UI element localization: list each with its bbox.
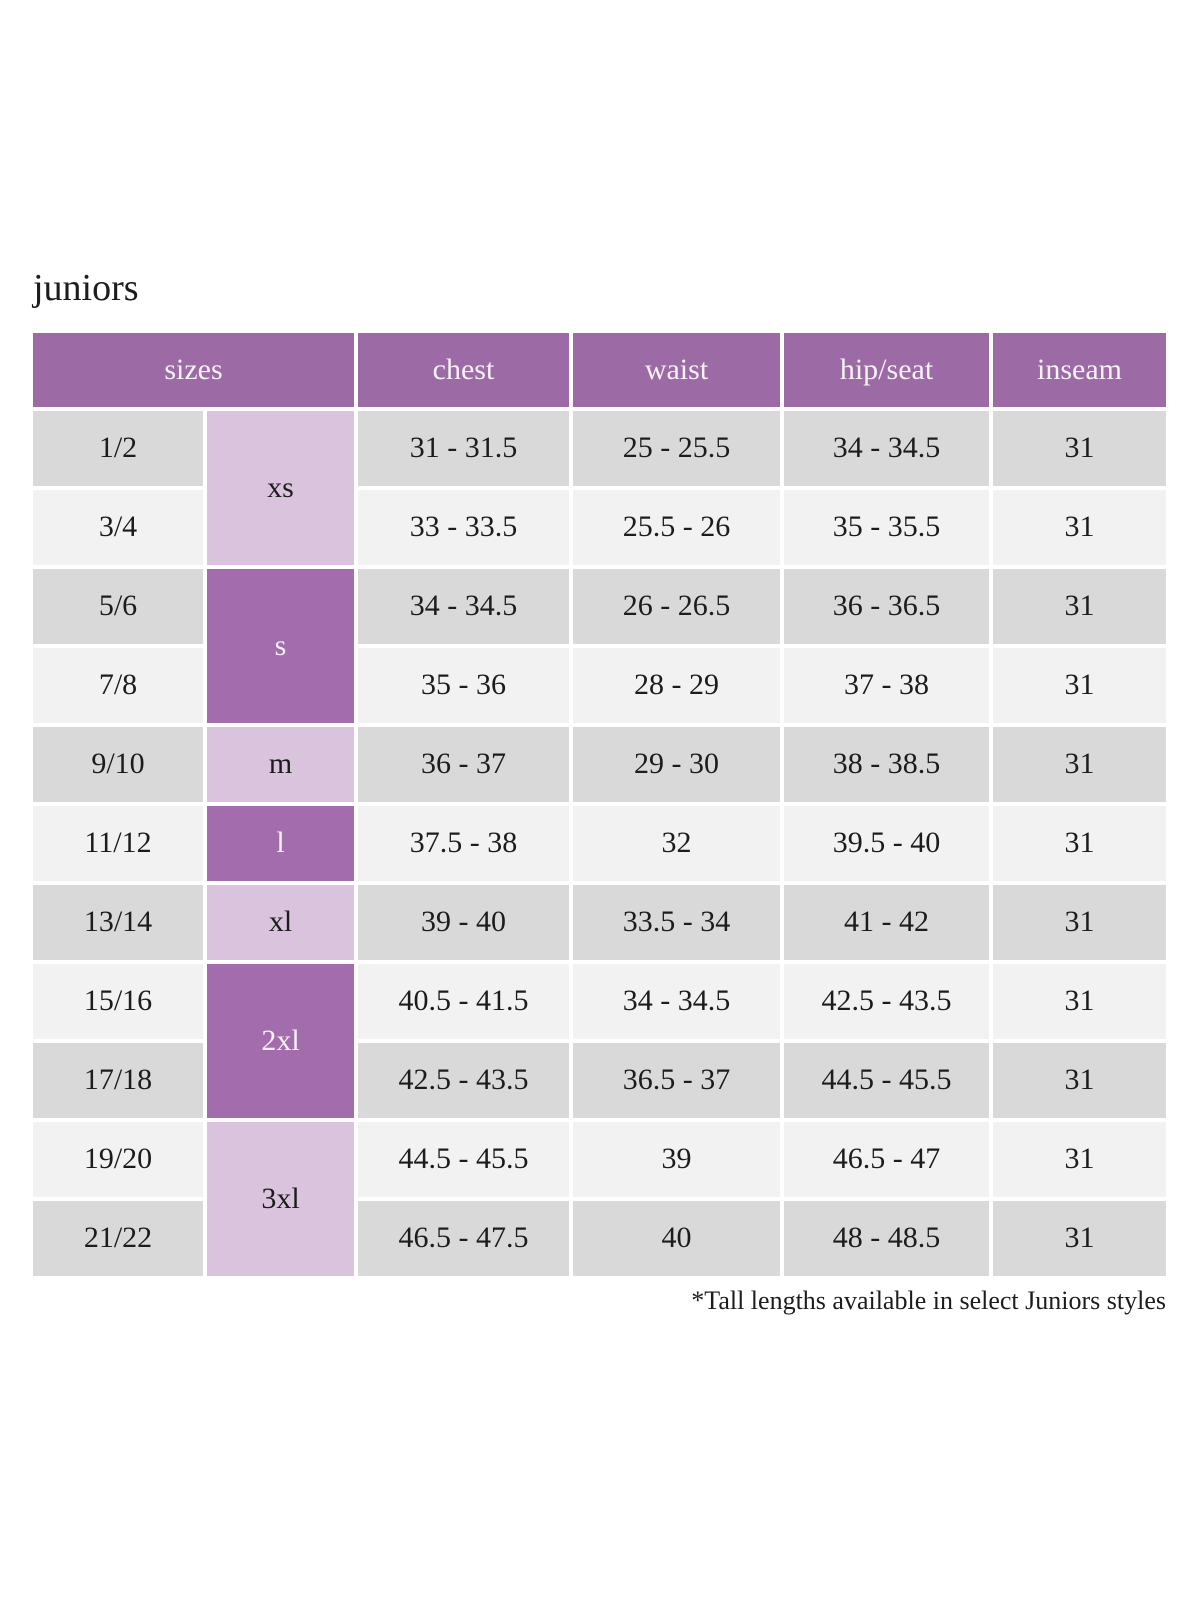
- size-cell: 15/16: [33, 963, 203, 1039]
- column-header-hip-seat: hip/seat: [784, 332, 989, 407]
- hip-seat-cell: 35 - 35.5: [784, 489, 989, 565]
- inseam-cell: 31: [993, 489, 1166, 565]
- chest-cell: 44.5 - 45.5: [358, 1121, 569, 1197]
- waist-cell: 29 - 30: [573, 726, 780, 802]
- size-group-cell-xs: xs: [207, 410, 354, 565]
- column-header-chest: chest: [358, 332, 569, 407]
- hip-seat-cell: 36 - 36.5: [784, 568, 989, 644]
- size-group-cell-l: l: [207, 805, 354, 881]
- size-cell: 7/8: [33, 647, 203, 723]
- inseam-cell: 31: [993, 963, 1166, 1039]
- size-cell: 11/12: [33, 805, 203, 881]
- waist-cell: 39: [573, 1121, 780, 1197]
- chest-cell: 31 - 31.5: [358, 410, 569, 486]
- size-group-cell-3xl: 3xl: [207, 1121, 354, 1276]
- size-cell: 9/10: [33, 726, 203, 802]
- column-header-waist: waist: [573, 332, 780, 407]
- hip-seat-cell: 37 - 38: [784, 647, 989, 723]
- size-cell: 3/4: [33, 489, 203, 565]
- inseam-cell: 31: [993, 884, 1166, 960]
- inseam-cell: 31: [993, 805, 1166, 881]
- waist-cell: 25.5 - 26: [573, 489, 780, 565]
- waist-cell: 25 - 25.5: [573, 410, 780, 486]
- size-group-cell-m: m: [207, 726, 354, 802]
- waist-cell: 36.5 - 37: [573, 1042, 780, 1118]
- column-header-inseam: inseam: [993, 332, 1166, 407]
- chest-cell: 42.5 - 43.5: [358, 1042, 569, 1118]
- inseam-cell: 31: [993, 1200, 1166, 1276]
- chest-cell: 37.5 - 38: [358, 805, 569, 881]
- hip-seat-cell: 39.5 - 40: [784, 805, 989, 881]
- page-title: juniors: [33, 267, 139, 309]
- hip-seat-cell: 48 - 48.5: [784, 1200, 989, 1276]
- hip-seat-cell: 41 - 42: [784, 884, 989, 960]
- footnote: *Tall lengths available in select Junior…: [691, 1285, 1166, 1315]
- size-group-cell-xl: xl: [207, 884, 354, 960]
- waist-cell: 28 - 29: [573, 647, 780, 723]
- size-group-cell-2xl: 2xl: [207, 963, 354, 1118]
- column-header-sizes: sizes: [33, 332, 354, 407]
- waist-cell: 34 - 34.5: [573, 963, 780, 1039]
- size-cell: 21/22: [33, 1200, 203, 1276]
- chest-cell: 33 - 33.5: [358, 489, 569, 565]
- size-cell: 1/2: [33, 410, 203, 486]
- juniors-size-table: sizes chest waist hip/seat inseam 1/2 xs…: [33, 332, 1166, 1276]
- waist-cell: 33.5 - 34: [573, 884, 780, 960]
- waist-cell: 32: [573, 805, 780, 881]
- size-cell: 19/20: [33, 1121, 203, 1197]
- hip-seat-cell: 34 - 34.5: [784, 410, 989, 486]
- inseam-cell: 31: [993, 726, 1166, 802]
- chest-cell: 46.5 - 47.5: [358, 1200, 569, 1276]
- size-cell: 5/6: [33, 568, 203, 644]
- size-group-cell-s: s: [207, 568, 354, 723]
- inseam-cell: 31: [993, 1121, 1166, 1197]
- chest-cell: 35 - 36: [358, 647, 569, 723]
- inseam-cell: 31: [993, 410, 1166, 486]
- hip-seat-cell: 44.5 - 45.5: [784, 1042, 989, 1118]
- size-chart-page: juniors sizes chest waist hip/seat insea…: [33, 267, 1166, 1315]
- chest-cell: 40.5 - 41.5: [358, 963, 569, 1039]
- waist-cell: 40: [573, 1200, 780, 1276]
- size-cell: 17/18: [33, 1042, 203, 1118]
- waist-cell: 26 - 26.5: [573, 568, 780, 644]
- chest-cell: 36 - 37: [358, 726, 569, 802]
- inseam-cell: 31: [993, 1042, 1166, 1118]
- chest-cell: 34 - 34.5: [358, 568, 569, 644]
- inseam-cell: 31: [993, 647, 1166, 723]
- inseam-cell: 31: [993, 568, 1166, 644]
- hip-seat-cell: 42.5 - 43.5: [784, 963, 989, 1039]
- size-cell: 13/14: [33, 884, 203, 960]
- chest-cell: 39 - 40: [358, 884, 569, 960]
- hip-seat-cell: 38 - 38.5: [784, 726, 989, 802]
- hip-seat-cell: 46.5 - 47: [784, 1121, 989, 1197]
